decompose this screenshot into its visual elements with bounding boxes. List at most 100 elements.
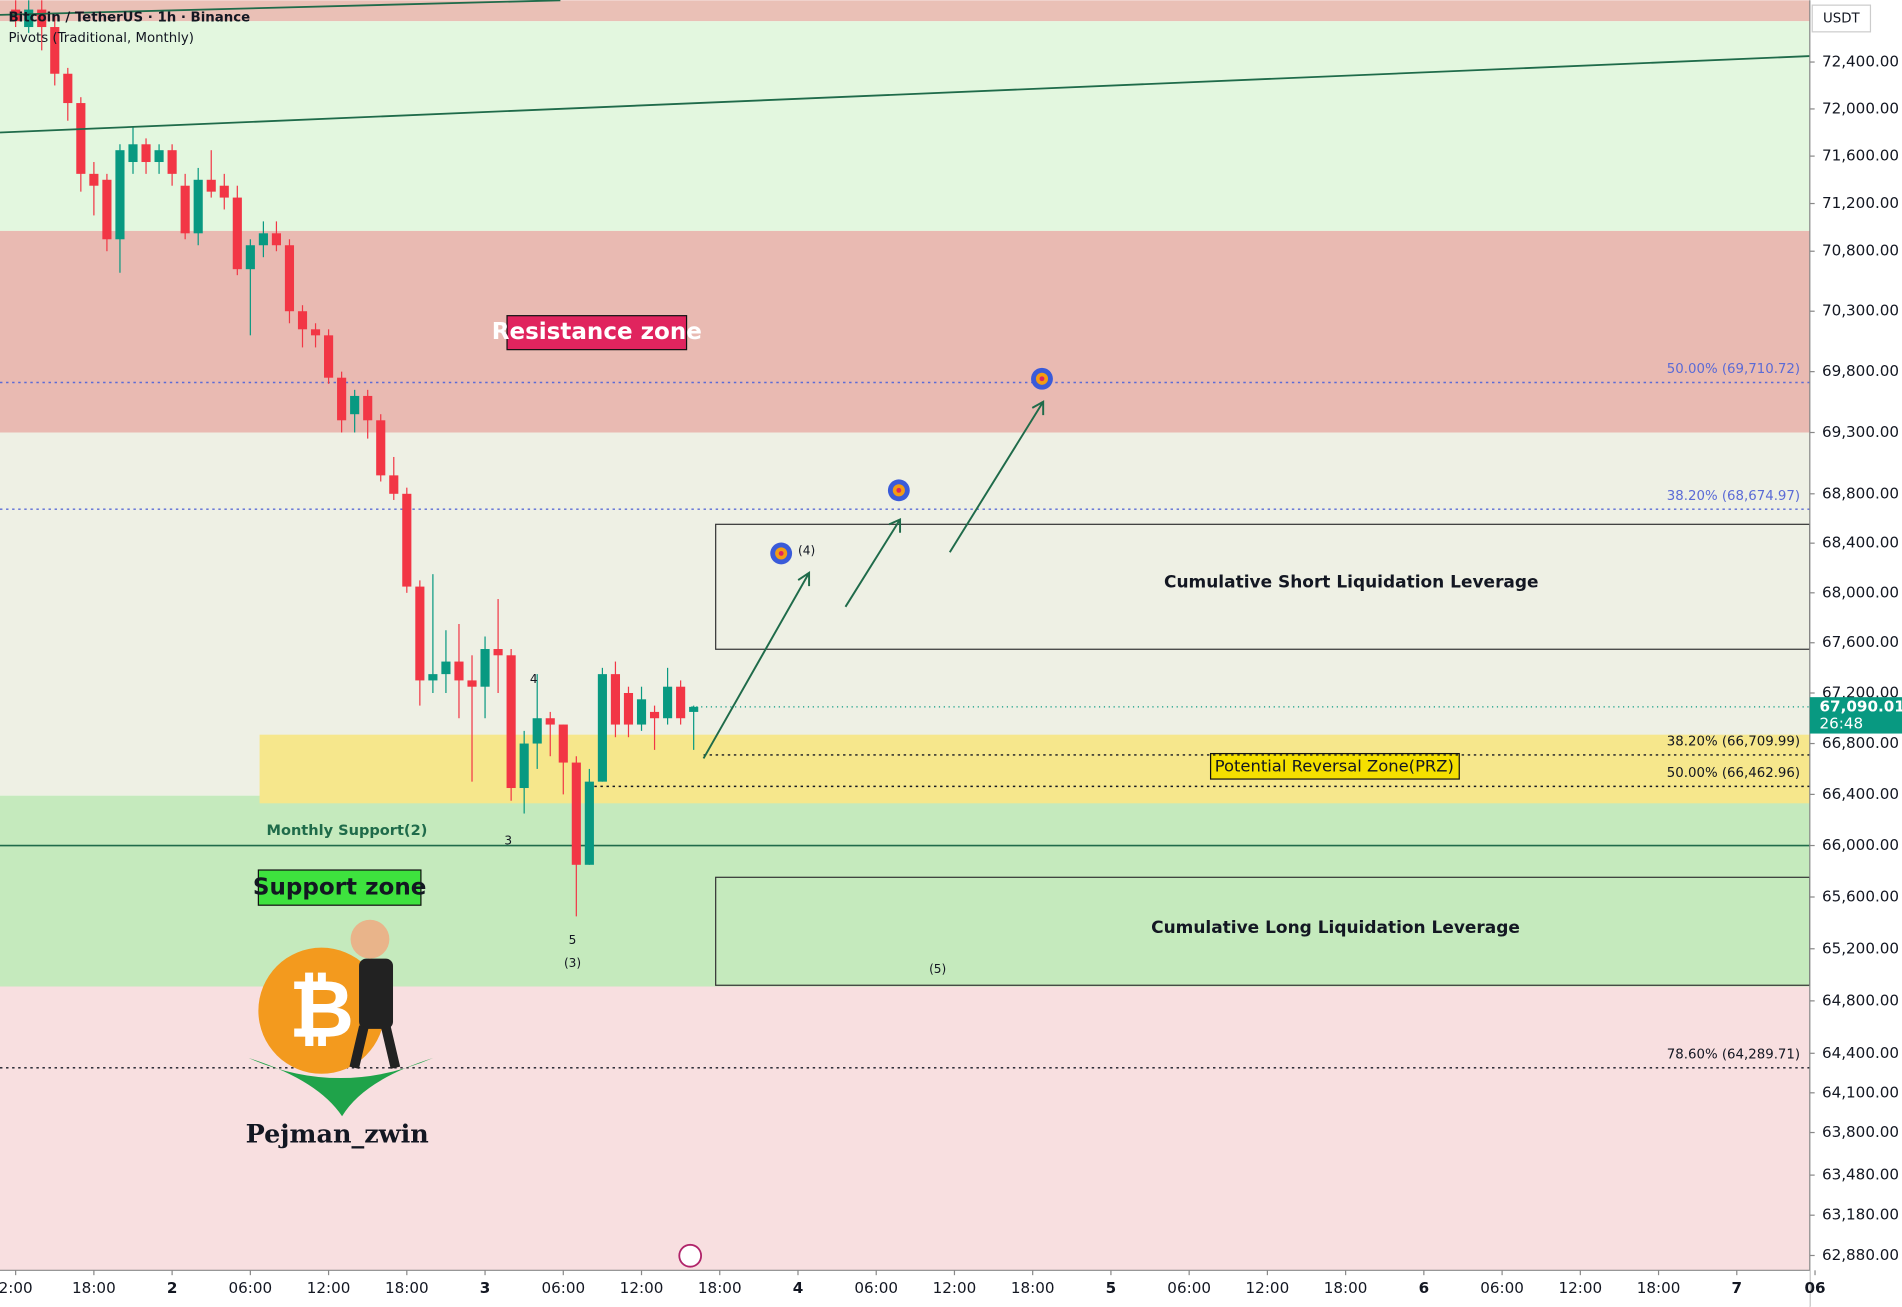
zone	[0, 21, 1810, 231]
candle-body	[363, 395, 373, 421]
x-tick-label: 06:00	[229, 1279, 273, 1297]
candle-body	[532, 718, 542, 744]
candle-body	[493, 649, 503, 656]
y-tick-label: 67,200.00	[1822, 684, 1899, 702]
resistance-label-box	[506, 315, 688, 351]
candle-body	[284, 245, 295, 312]
wave-label: (3)	[564, 956, 581, 970]
y-tick-label: 63,800.00	[1822, 1123, 1899, 1141]
candle-body	[206, 179, 216, 192]
y-tick-label: 68,800.00	[1822, 484, 1899, 502]
candle-body	[310, 329, 321, 336]
candle-body	[376, 420, 386, 476]
long-box-label: Cumulative Long Liquidation Leverage	[1151, 918, 1520, 938]
x-tick-label: 06:00	[854, 1279, 898, 1297]
candle-body	[24, 9, 34, 28]
target	[778, 551, 784, 556]
x-tick-label: 12:00	[620, 1279, 664, 1297]
y-tick-label: 65,600.00	[1822, 887, 1899, 905]
candle-body	[271, 233, 281, 246]
candle-body	[63, 73, 73, 104]
candle-body	[649, 711, 660, 719]
candle-body	[676, 686, 686, 719]
candle-body	[571, 762, 581, 865]
candle-body	[415, 586, 425, 681]
y-tick-label: 69,300.00	[1822, 423, 1899, 441]
candle-body	[610, 674, 621, 725]
candle-body	[102, 179, 112, 240]
fib-label: 78.60% (64,289.71)	[1667, 1047, 1800, 1062]
x-tick-label: 18:00	[1324, 1279, 1368, 1297]
candle-body	[663, 686, 673, 719]
candle-body	[689, 706, 699, 712]
x-tick-label: 06:00	[1167, 1279, 1211, 1297]
time-axis-panel	[0, 1270, 1810, 1307]
y-tick-label: 63,480.00	[1822, 1166, 1899, 1184]
candle-body	[558, 724, 568, 763]
wave-label: (5)	[929, 962, 946, 976]
arrow	[948, 400, 1045, 553]
currency-box[interactable]	[1811, 4, 1872, 33]
candle-body	[128, 144, 138, 163]
plot	[11, 0, 1810, 917]
target	[896, 487, 902, 493]
y-tick-label: 64,400.00	[1822, 1044, 1899, 1062]
y-tick-label: 62,880.00	[1822, 1246, 1899, 1264]
candle-body	[193, 179, 203, 234]
y-tick-label: 72,400.00	[1822, 53, 1899, 71]
candle-body	[389, 475, 399, 494]
event-icon[interactable]	[678, 1243, 703, 1268]
y-tick-label: 70,300.00	[1822, 302, 1899, 320]
candle-body	[115, 150, 125, 240]
candle-body	[636, 699, 647, 725]
author: Pejman_zwin	[246, 1120, 429, 1150]
last-price-label: 67,090.01	[1820, 697, 1902, 715]
x-tick-label: 12:00	[1246, 1279, 1290, 1297]
trend-line	[0, 55, 1810, 134]
y-tick-label: 64,800.00	[1822, 991, 1899, 1009]
candle-body	[50, 27, 60, 74]
pivot-label: Monthly Support(2)	[266, 822, 427, 839]
zone	[0, 230, 1810, 433]
y-tick-label: 65,200.00	[1822, 939, 1899, 957]
y-tick-label: 72,000.00	[1822, 99, 1899, 117]
y-tick-label: 66,000.00	[1822, 836, 1899, 854]
x-tick-label: 7	[1732, 1279, 1743, 1297]
candle-body	[141, 144, 151, 163]
wave-label: 3	[504, 833, 512, 847]
last-price-box	[1809, 697, 1902, 734]
zones: Potential Reversal Zone(PRZ) Monthly Supp…	[0, 0, 1810, 1271]
x-tick-label: 12:00	[1558, 1279, 1602, 1297]
x-tick-label: 4	[793, 1279, 804, 1297]
fib-label: 50.00% (69,710.72)	[1667, 362, 1800, 377]
logo-swoosh	[248, 1058, 434, 1117]
support-label-box	[257, 869, 422, 906]
x-tick-label: 18:00	[72, 1279, 116, 1297]
figure	[359, 958, 394, 1029]
short-box-label: Cumulative Short Liquidation Leverage	[1164, 573, 1539, 593]
candle-body	[258, 233, 268, 246]
arrow	[844, 517, 902, 608]
y-tick-label: 68,400.00	[1822, 534, 1899, 552]
logo: ₿ Pejman_zwin	[246, 919, 434, 1150]
candle-body	[480, 649, 490, 687]
candle-body	[584, 781, 594, 865]
y-tick-label: 64,100.00	[1822, 1083, 1899, 1101]
x-tick-label: 18:00	[1637, 1279, 1681, 1297]
candle-body	[11, 9, 21, 22]
prz-zone	[259, 734, 1810, 804]
candle-body	[37, 9, 47, 28]
wave-label: 4	[530, 672, 538, 686]
fib-label: 38.20% (66,709.99)	[1667, 735, 1800, 750]
candle-body	[597, 674, 607, 782]
y-tick-label: 63,180.00	[1822, 1206, 1899, 1224]
y-tick-label: 70,800.00	[1822, 242, 1899, 260]
fib-label: 50.00% (66,462.96)	[1667, 766, 1800, 781]
countdown: 26:48	[1820, 714, 1864, 732]
candle-body	[219, 185, 229, 198]
candle-body	[154, 150, 164, 163]
wave-label: 5	[569, 933, 577, 947]
y-tick-label: 71,600.00	[1822, 147, 1899, 165]
candle-body	[297, 311, 308, 330]
